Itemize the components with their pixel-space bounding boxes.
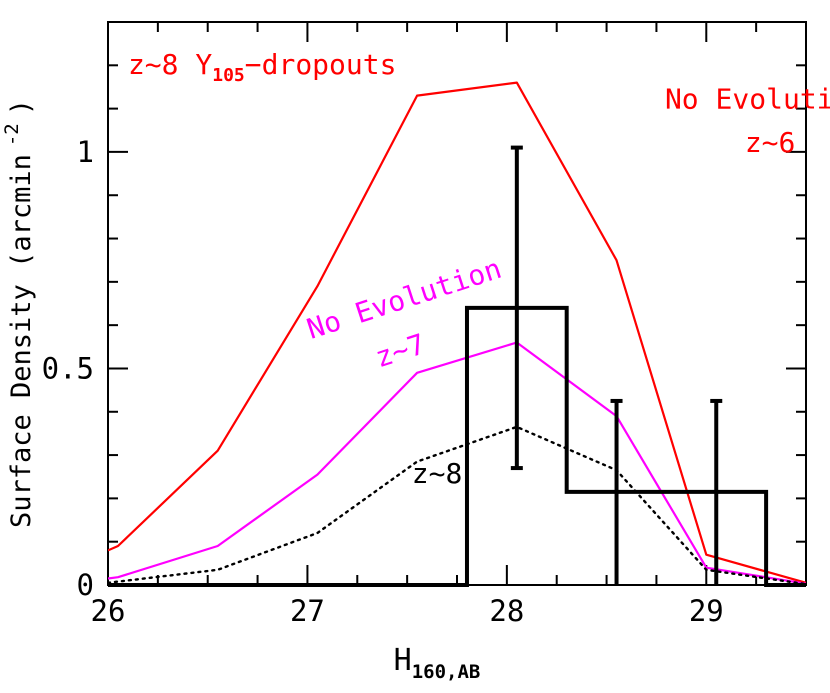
- axis-labels: H160,AB Surface Density (arcmin -2): [1, 99, 480, 683]
- series-line-1: [108, 81, 806, 584]
- x-axis-label-main: H: [394, 643, 412, 678]
- y-axis-label: Surface Density (arcmin -2): [1, 99, 37, 528]
- x-tick-label: 28: [489, 594, 524, 628]
- series-line-2: [108, 341, 806, 585]
- annotation-title-subscript: 105: [212, 65, 245, 86]
- annotation-title-tail: −dropouts: [245, 48, 397, 81]
- y-axis-label-superscript: -2: [1, 123, 23, 146]
- annotation-z7-line2-text: z~7: [371, 327, 429, 374]
- annotation-z8-label-text: z~8: [412, 457, 463, 490]
- x-axis-label: H160,AB: [394, 643, 481, 683]
- histogram-outline: [108, 305, 806, 587]
- x-axis-label-subscript: 160,AB: [412, 661, 481, 683]
- y-axis-label-close: ): [6, 99, 37, 115]
- x-tick-label: 27: [290, 594, 325, 628]
- y-tick-label: 0: [77, 568, 94, 602]
- x-tick-label: 29: [689, 594, 724, 628]
- series-layer: [108, 81, 806, 585]
- annotation-z6-line2-text: z~6: [745, 126, 796, 159]
- annotation-title: z~8 Y105−dropouts: [128, 48, 397, 86]
- annotation-z6-line1: No Evolution: [665, 83, 830, 116]
- y-tick-label: 0.5: [42, 351, 94, 385]
- y-tick-label: 1: [77, 135, 94, 169]
- axis-ticks: [107, 21, 807, 586]
- annotation-z8-label: z~8: [412, 457, 463, 490]
- y-axis-label-main: Surface Density (arcmin: [6, 154, 37, 528]
- axis-tick-labels: 26 27 28 29 0 0.5 1: [42, 135, 724, 628]
- annotation-z7-line2: z~7: [371, 327, 429, 374]
- annotation-z6-line2: z~6: [745, 126, 796, 159]
- histogram-layer: [108, 145, 806, 587]
- annotation-title-text: z~8 Y: [128, 48, 212, 81]
- annotation-z6-line1-text: No Evolution: [665, 83, 830, 116]
- x-tick-label: 26: [91, 594, 126, 628]
